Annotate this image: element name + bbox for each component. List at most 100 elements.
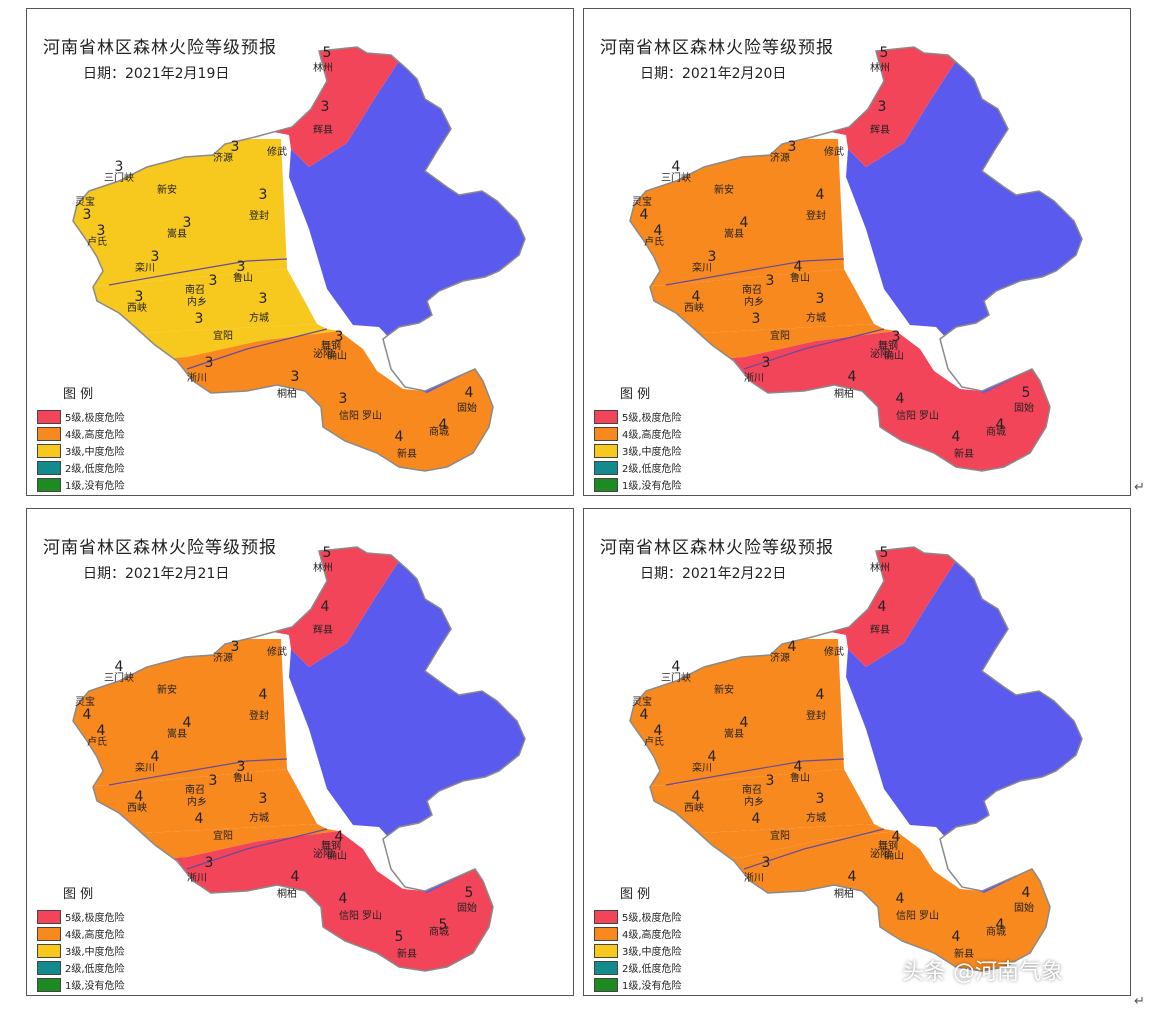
- legend-swatch: [37, 909, 61, 924]
- legend-item: 5级,极度危险: [594, 408, 774, 425]
- legend-item: 4级,高度危险: [37, 425, 217, 442]
- paragraph-return-mark: ↵: [1134, 480, 1145, 495]
- legend-item: 4级,高度危险: [37, 925, 217, 942]
- legend-swatch: [37, 409, 61, 424]
- city-label: 新县: [397, 447, 417, 460]
- fire-level-xinyang: 3: [339, 391, 348, 407]
- forecast-map-panel-0221: 河南省林区森林火险等级预报 日期：2021年2月21日 三门峡 灵宝 卢氏 栾川 嵩县 西峡 内…: [26, 508, 574, 996]
- legend-swatch: [37, 426, 61, 441]
- legend-swatch: [594, 943, 618, 958]
- legend-item: 4级,高度危险: [594, 425, 774, 442]
- city-label: 济源: [213, 151, 233, 164]
- city-label: 泌阳: [870, 847, 890, 860]
- forecast-date: 日期：2021年2月19日: [83, 66, 230, 82]
- city-label: 卢氏: [87, 235, 107, 248]
- fire-level-zhenping: 3: [752, 311, 761, 327]
- fire-level-queshan: 3: [892, 329, 901, 345]
- fire-level-lingbao: 4: [640, 707, 649, 723]
- legend-label: 4级,高度危险: [622, 430, 682, 441]
- legend: 图 例 5级,极度危险 4级,高度危险 3级,中度危险 2级,低度危险 1级,没有危险: [37, 883, 217, 993]
- city-label: 方城: [806, 311, 826, 324]
- fire-level-lingbao: 4: [83, 707, 92, 723]
- legend-item: 5级,极度危险: [37, 908, 217, 925]
- city-label: 罗山: [362, 910, 382, 922]
- city-label: 新安: [157, 683, 177, 696]
- legend-title: 图 例: [63, 887, 94, 902]
- fire-level-hui: 3: [878, 99, 887, 115]
- fire-level-gushi: 4: [465, 385, 474, 401]
- city-label: 桐柏: [834, 387, 854, 400]
- legend-swatch: [37, 460, 61, 475]
- fire-level-shangcheng: 4: [395, 429, 404, 445]
- fire-level-jiyuan: 4: [788, 639, 797, 655]
- fire-level-fangcheng: 3: [259, 291, 268, 307]
- city-label: 修武: [824, 145, 844, 158]
- city-label: 嵩县: [167, 728, 187, 740]
- legend-swatch: [594, 426, 618, 441]
- city-label: 宜阳: [770, 829, 790, 842]
- legend-swatch: [594, 409, 618, 424]
- legend-label: 2级,低度危险: [65, 964, 125, 975]
- fire-level-gushi: 4: [1022, 885, 1031, 901]
- forecast-date: 日期：2021年2月21日: [83, 566, 230, 582]
- legend-swatch: [37, 443, 61, 458]
- city-label: 登封: [806, 209, 826, 222]
- city-label: 灵宝: [75, 195, 95, 208]
- fire-level-xichuan: 3: [205, 855, 214, 871]
- fire-level-xixia: 4: [692, 789, 701, 805]
- city-label: 确山: [327, 349, 347, 362]
- city-label: 西峡: [127, 301, 147, 314]
- fire-level-xinxian: 4: [439, 417, 448, 433]
- paragraph-return-mark: ↵: [1134, 994, 1145, 1009]
- fire-level-songxian: 4: [740, 715, 749, 731]
- city-label: 舞钢: [321, 839, 341, 852]
- city-label: 鲁山: [790, 771, 810, 784]
- fire-level-neixiang: 3: [209, 773, 218, 789]
- city-label: 舞钢: [878, 339, 898, 352]
- city-label: 罗山: [919, 410, 939, 422]
- city-label: 登封: [806, 709, 826, 722]
- city-label: 内乡: [744, 295, 764, 308]
- fire-level-lingbao: 4: [640, 207, 649, 223]
- forecast-map-panel-0222: 河南省林区森林火险等级预报 日期：2021年2月22日 三门峡 灵宝 卢氏 栾川 嵩县 西峡 内…: [583, 508, 1131, 996]
- fire-level-sanmenxia: 4: [672, 159, 681, 175]
- legend-title: 图 例: [620, 887, 651, 902]
- city-label: 西峡: [684, 301, 704, 314]
- legend-item: 1级,没有危险: [37, 476, 217, 493]
- fire-level-tongbai: 4: [291, 869, 300, 885]
- fire-level-xichuan: 3: [762, 855, 771, 871]
- legend-swatch: [594, 477, 618, 492]
- fire-level-shangcheng: 4: [952, 429, 961, 445]
- city-label: 西峡: [127, 801, 147, 814]
- legend-item: 3级,中度危险: [37, 442, 217, 459]
- fire-level-lushan: 3: [237, 759, 246, 775]
- city-label: 嵩县: [724, 728, 744, 740]
- city-label: 灵宝: [75, 695, 95, 708]
- region-boundary: [108, 758, 288, 786]
- legend-label: 3级,中度危险: [622, 947, 682, 958]
- legend-swatch: [37, 477, 61, 492]
- region-boundary: [743, 828, 885, 870]
- city-label: 辉县: [313, 124, 333, 136]
- city-label: 罗山: [362, 410, 382, 422]
- city-label: 宜阳: [770, 329, 790, 342]
- city-label: 南召: [185, 283, 205, 296]
- legend-item: 2级,低度危险: [594, 459, 774, 476]
- city-label: 新县: [954, 947, 974, 960]
- city-label: 三门峡: [661, 671, 691, 684]
- city-label: 新安: [157, 183, 177, 196]
- fire-level-lushan: 4: [794, 259, 803, 275]
- fire-level-xinxian: 4: [996, 917, 1005, 933]
- legend-item: 1级,没有危险: [37, 976, 217, 993]
- forecast-date: 日期：2021年2月22日: [640, 566, 787, 582]
- legend-title: 图 例: [63, 387, 94, 402]
- city-label: 嵩县: [167, 228, 187, 240]
- fire-level-tongbai: 4: [848, 369, 857, 385]
- city-label: 宜阳: [213, 329, 233, 342]
- province-outline: [72, 46, 526, 472]
- city-label: 林州: [870, 61, 890, 74]
- province-outline: [72, 546, 526, 972]
- fire-level-shangcheng: 5: [395, 929, 404, 945]
- city-label: 南召: [742, 783, 762, 796]
